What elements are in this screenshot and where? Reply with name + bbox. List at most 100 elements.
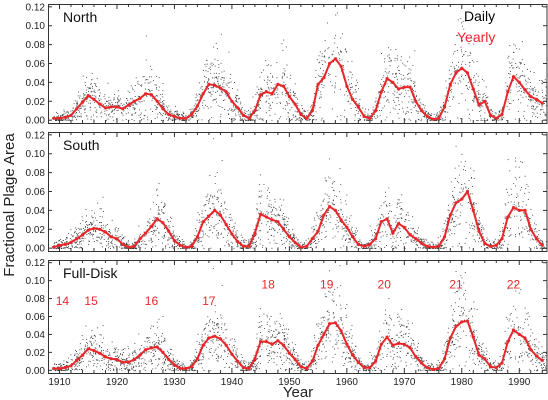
daily-point: [506, 247, 508, 249]
daily-point: [220, 89, 222, 91]
daily-point: [259, 76, 261, 78]
daily-point: [460, 46, 462, 48]
daily-point: [293, 237, 294, 238]
daily-point: [457, 34, 458, 36]
daily-point: [285, 247, 286, 248]
daily-point: [228, 92, 230, 94]
daily-point: [201, 213, 203, 214]
daily-point: [527, 105, 529, 107]
daily-point: [329, 214, 331, 216]
daily-point: [349, 83, 351, 85]
daily-point: [368, 247, 369, 249]
daily-point: [222, 83, 224, 85]
daily-point: [57, 244, 58, 246]
daily-point: [82, 220, 84, 222]
daily-point: [323, 319, 325, 321]
daily-point: [381, 53, 382, 54]
daily-point: [405, 65, 407, 67]
daily-point: [515, 63, 517, 64]
daily-point: [127, 112, 129, 114]
daily-point: [130, 248, 132, 249]
daily-point: [228, 86, 230, 88]
daily-point: [376, 109, 378, 111]
daily-point: [414, 85, 416, 86]
daily-point: [239, 107, 240, 109]
daily-point: [396, 72, 397, 74]
daily-point: [451, 73, 453, 75]
daily-point: [264, 79, 265, 81]
daily-point: [94, 84, 96, 86]
daily-point: [168, 237, 170, 239]
daily-point: [454, 324, 456, 325]
daily-point: [119, 100, 121, 102]
daily-point: [371, 248, 373, 249]
y-tick-label: 0.10: [26, 21, 46, 32]
daily-point: [530, 99, 532, 100]
daily-point: [397, 96, 399, 98]
daily-point: [423, 238, 424, 240]
daily-point: [367, 119, 368, 121]
daily-point: [369, 225, 371, 227]
daily-point: [353, 236, 355, 238]
daily-point: [108, 103, 110, 105]
yearly-point: [264, 90, 268, 94]
daily-point: [471, 225, 473, 226]
daily-point: [162, 212, 164, 214]
daily-point: [473, 61, 475, 63]
daily-point: [536, 231, 538, 233]
daily-point: [268, 103, 270, 104]
daily-point: [251, 110, 253, 112]
daily-point: [423, 104, 424, 106]
daily-point: [120, 98, 121, 100]
daily-point: [256, 240, 257, 242]
daily-point: [331, 54, 333, 56]
daily-point: [151, 231, 153, 233]
yearly-point: [138, 237, 142, 241]
daily-point: [119, 246, 121, 248]
daily-point: [500, 247, 502, 249]
daily-point: [457, 19, 459, 21]
daily-point: [55, 248, 57, 249]
daily-point: [94, 107, 96, 109]
yearly-point: [161, 107, 165, 111]
daily-point: [362, 247, 364, 249]
daily-point: [386, 235, 388, 237]
daily-point: [286, 118, 288, 120]
daily-point: [328, 75, 330, 76]
daily-point: [325, 221, 327, 222]
daily-point: [343, 235, 345, 236]
daily-point: [301, 119, 303, 121]
daily-point: [108, 241, 110, 242]
daily-point: [125, 247, 127, 248]
daily-point: [461, 74, 463, 76]
daily-point: [242, 247, 244, 249]
daily-point: [440, 248, 442, 249]
daily-point: [538, 103, 540, 105]
daily-point: [134, 238, 136, 240]
daily-point: [261, 195, 263, 197]
daily-point: [340, 199, 342, 201]
daily-point: [291, 107, 293, 109]
yearly-point: [92, 226, 96, 230]
daily-point: [197, 99, 198, 101]
daily-point: [200, 87, 202, 89]
daily-point: [379, 207, 381, 209]
daily-point: [293, 95, 295, 97]
daily-point: [480, 241, 482, 242]
daily-point: [346, 90, 348, 92]
daily-point: [208, 79, 210, 81]
daily-point: [123, 242, 125, 244]
daily-point: [116, 118, 117, 120]
daily-point: [79, 232, 81, 233]
daily-point: [345, 50, 347, 52]
daily-point: [519, 48, 521, 50]
daily-point: [150, 81, 152, 83]
daily-point: [369, 115, 371, 117]
daily-point: [294, 95, 296, 97]
daily-point: [509, 216, 511, 218]
daily-point: [270, 222, 272, 224]
daily-point: [323, 60, 325, 62]
daily-point: [428, 112, 429, 114]
daily-point: [319, 233, 320, 235]
daily-point: [360, 119, 361, 120]
